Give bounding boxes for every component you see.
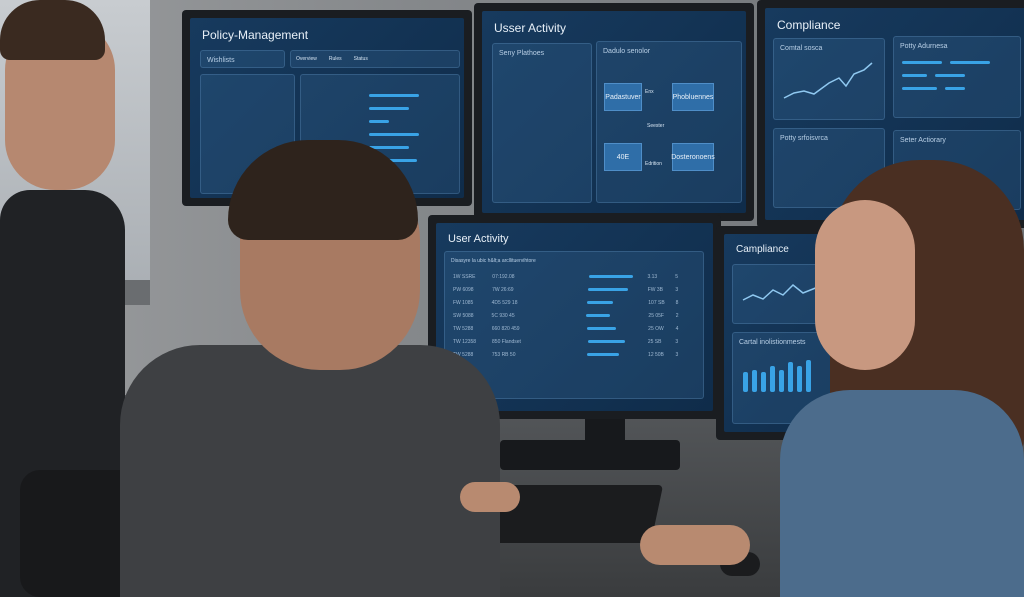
tab[interactable]: Overview — [296, 56, 317, 62]
cell-user: SW 5088 — [453, 312, 474, 319]
cell-user: TW 5288 — [453, 325, 474, 332]
line-chart — [783, 62, 873, 99]
panel-title: Potty Adurnesa — [900, 43, 948, 50]
table-row[interactable]: 1W SSRE 07:192.08 3.13 5 — [445, 270, 703, 283]
activity-bar — [588, 288, 628, 291]
line-chart — [742, 283, 819, 301]
person-right-face — [815, 200, 915, 370]
table-row[interactable]: SW 5088 5C 930 45 25 05F 2 — [445, 309, 703, 322]
table-caption: Disasyre la ubic h&lt;a arcllituervihtor… — [451, 258, 536, 264]
cell-time: 660 820 459 — [491, 325, 520, 332]
cell-val: 107 SB — [648, 299, 665, 306]
cell-user: FW 1085 — [453, 299, 474, 306]
cell-val: 12 50B — [648, 351, 664, 358]
person-center-hand — [460, 482, 520, 512]
panel-title: Comtal sosca — [780, 45, 823, 52]
diagram-node: Dosteronoens — [671, 143, 715, 171]
activity-bar — [587, 353, 620, 356]
edge-label: Enx — [645, 89, 654, 95]
person-right — [780, 390, 1024, 597]
cell-n: 3 — [675, 351, 679, 358]
activity-bar — [586, 314, 611, 317]
cell-val: 3.13 — [647, 273, 658, 280]
person-center-hair — [228, 140, 418, 240]
cell-val: 25 05F — [648, 312, 664, 319]
tab[interactable]: Status — [353, 56, 368, 62]
cell-n: 5 — [675, 273, 679, 280]
cell-time: 5C 930 45 — [491, 312, 515, 319]
diagram-node: 40E — [604, 143, 642, 171]
activity-bar — [587, 327, 617, 330]
cell-time: 850 Flandset — [492, 338, 521, 345]
cell-n: 8 — [675, 299, 679, 306]
screen-title: Usser Activity — [494, 21, 567, 35]
panel-title: Potty srfoisvrca — [780, 135, 828, 142]
cell-val: FW 3B — [647, 286, 663, 293]
panel-label: Wishlists — [207, 57, 235, 64]
tab[interactable]: Rules — [328, 56, 342, 62]
table-row[interactable]: TW 12358 850 Flandset 25 SB 3 — [445, 335, 703, 348]
cell-val: 25 SB — [647, 338, 662, 345]
cell-time: 753 RB 50 — [491, 351, 516, 358]
table-row[interactable]: FW 1085 4D5 529 18 107 SB 8 — [445, 296, 703, 309]
panel-title: Dadulo senolor — [603, 48, 651, 55]
cell-n: 3 — [675, 286, 679, 293]
cell-time: 4D5 529 18 — [491, 299, 518, 306]
screen-title: Policy-Management — [202, 28, 309, 42]
monitor-user-activity-diagram: Usser Activity Seny Plathoes Dadulo seno… — [474, 3, 754, 221]
screen-title: User Activity — [448, 233, 509, 245]
table-row[interactable]: TW 5288 660 820 459 25 OW 4 — [445, 322, 703, 335]
cell-time: 7W 26:69 — [492, 286, 514, 293]
cell-user: 1W SSRE — [453, 273, 476, 280]
monitor-base — [500, 440, 680, 470]
cell-n: 2 — [675, 312, 679, 319]
table-row[interactable]: PW 6098 7W 26:69 FW 3B 3 — [445, 283, 703, 296]
cell-n: 3 — [675, 338, 679, 345]
person-left-hair — [0, 0, 105, 60]
diagram-node: Padastuver — [604, 83, 642, 111]
screen-title: Campliance — [736, 244, 789, 255]
cell-user: TW 12358 — [453, 338, 477, 345]
panel-title: Seter Actiorary — [900, 137, 946, 144]
person-center-hand — [640, 525, 750, 565]
activity-bar — [586, 301, 614, 304]
bar-chart — [733, 352, 878, 392]
cell-val: 25 OW — [648, 325, 664, 332]
activity-bar — [589, 275, 634, 278]
person-center — [120, 345, 500, 597]
cell-user: TW 5288 — [453, 351, 474, 358]
cell-n: 4 — [675, 325, 679, 332]
panel-title: Cartal inolistionmests — [739, 339, 806, 346]
table-row[interactable]: TW 5288 753 RB 50 12 50B 3 — [445, 348, 703, 361]
panel-title: Seny Plathoes — [499, 50, 545, 57]
cell-user: PW 6098 — [453, 286, 474, 293]
edge-label: Edrition — [645, 161, 662, 167]
diagram-node: Phobluennes — [672, 83, 714, 111]
activity-bar — [588, 340, 625, 343]
activity-table: 1W SSRE 07:192.08 3.13 5 PW 6098 7W 26:69 FW 3… — [445, 270, 703, 361]
cell-time: 07:192.08 — [492, 273, 515, 280]
screen-title: Compliance — [777, 18, 841, 32]
edge-label: Seester — [647, 123, 665, 129]
